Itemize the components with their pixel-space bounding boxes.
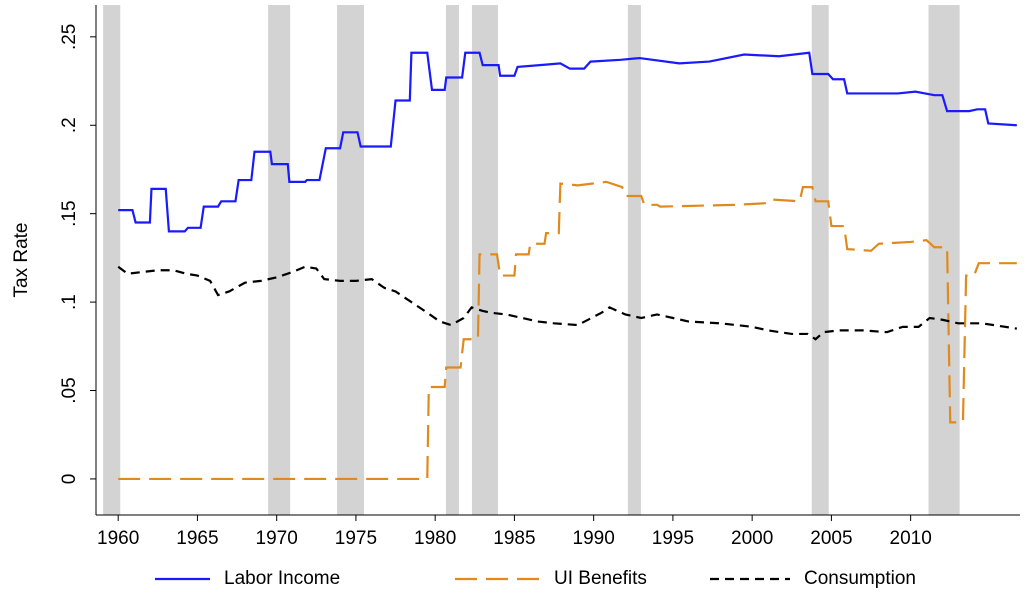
- x-tick-label: 2000: [731, 528, 773, 549]
- x-tick-label: 1975: [335, 528, 377, 549]
- x-tick-label: 1985: [493, 528, 535, 549]
- x-tick-label: 1960: [97, 528, 139, 549]
- x-tick-label: 1990: [573, 528, 615, 549]
- y-tick-label: .1: [59, 294, 80, 310]
- x-tick-label: 1970: [256, 528, 298, 549]
- shaded-period: [811, 5, 829, 515]
- shaded-period: [471, 5, 498, 515]
- x-tick-label: 1995: [652, 528, 694, 549]
- shaded-period: [103, 5, 121, 515]
- legend-label: UI Benefits: [554, 568, 647, 589]
- y-tick-label: .2: [59, 117, 80, 133]
- shaded-period: [445, 5, 459, 515]
- y-tick-label: .15: [59, 200, 80, 226]
- x-tick-label: 2010: [890, 528, 932, 549]
- y-axis-label: Tax Rate: [11, 223, 32, 298]
- series-line: [118, 180, 1017, 481]
- shaded-period: [627, 5, 641, 515]
- shaded-period: [337, 5, 365, 515]
- x-tick-label: 1980: [414, 528, 456, 549]
- y-tick-label: .25: [59, 24, 80, 50]
- y-tick-label: .05: [59, 377, 80, 403]
- x-tick-label: 1965: [176, 528, 218, 549]
- shaded-period: [268, 5, 291, 515]
- legend-label: Labor Income: [224, 568, 340, 589]
- x-tick-label: 2005: [810, 528, 852, 549]
- shaded-period: [928, 5, 960, 515]
- series-line: [118, 51, 1017, 233]
- y-tick-label: 0: [59, 474, 80, 485]
- series-line: [117, 265, 1017, 341]
- legend-label: Consumption: [804, 568, 916, 589]
